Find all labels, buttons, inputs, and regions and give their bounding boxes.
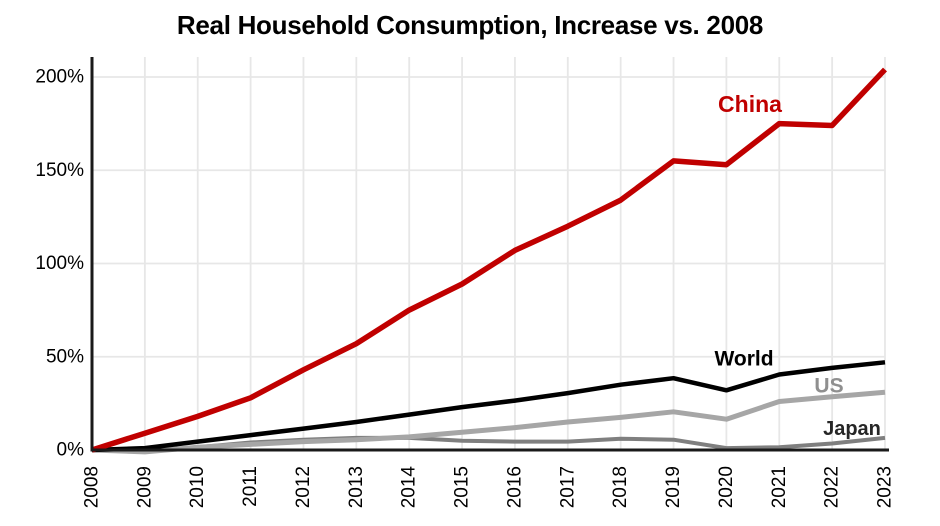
series-line-world (91, 360, 886, 453)
x-tick-label-2020: 2020 (716, 466, 737, 508)
x-tick-label-2011: 2011 (240, 466, 261, 507)
series-label-us: US (814, 375, 843, 398)
x-tick-label-2018: 2018 (610, 466, 631, 508)
x-tick-label-2013: 2013 (346, 466, 367, 508)
chart-title: Real Household Consumption, Increase vs.… (176, 10, 764, 40)
x-tick-label-2021: 2021 (769, 466, 790, 508)
x-tick-label-2017: 2017 (557, 466, 578, 508)
x-tick-label-2019: 2019 (663, 466, 684, 508)
x-tick-label-2009: 2009 (134, 466, 155, 508)
series-label-japan: Japan (823, 418, 881, 440)
x-tick-label-2016: 2016 (504, 466, 525, 508)
y-tick-label-50: 50% (46, 346, 84, 367)
x-tick-label-2010: 2010 (187, 466, 208, 508)
x-tick-label-2012: 2012 (293, 466, 314, 508)
y-tick-label-200: 200% (35, 67, 84, 88)
series-label-china: China (718, 91, 782, 117)
series-label-world: World (714, 348, 773, 371)
x-tick-label-2022: 2022 (822, 466, 843, 508)
y-tick-label-150: 150% (35, 160, 84, 181)
series-line-us (91, 389, 886, 455)
x-tick-label-2015: 2015 (452, 466, 473, 508)
series-line-china (91, 67, 887, 453)
y-tick-label-0: 0% (57, 440, 85, 461)
y-tick-label-100: 100% (35, 253, 84, 274)
x-tick-label-2023: 2023 (875, 466, 896, 508)
x-tick-label-2008: 2008 (82, 466, 103, 508)
x-tick-label-2014: 2014 (399, 466, 420, 509)
